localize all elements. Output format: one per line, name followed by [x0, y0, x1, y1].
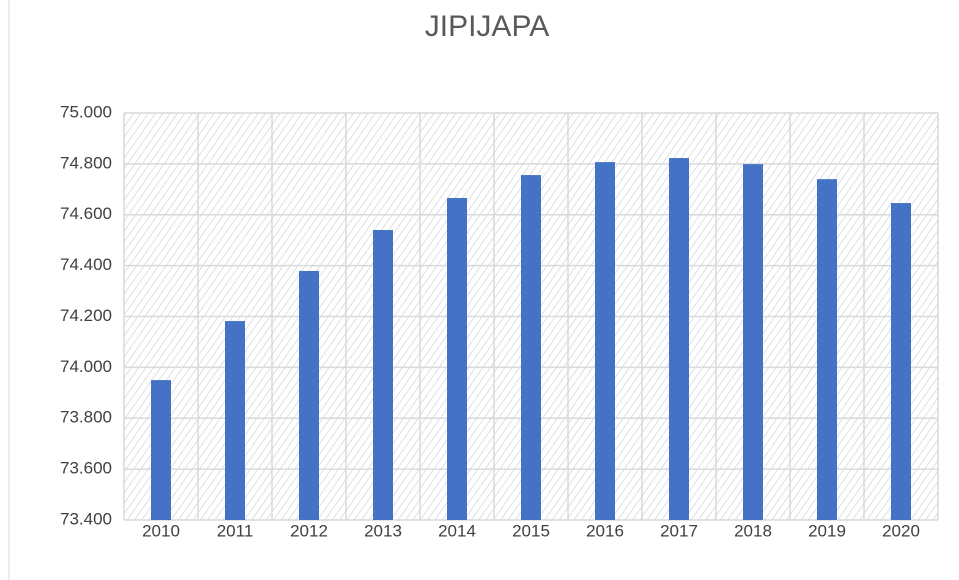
y-tick-label: 73.400	[60, 509, 112, 528]
bar	[817, 179, 837, 520]
x-tick-label: 2014	[438, 521, 476, 540]
x-tick-label: 2017	[660, 521, 698, 540]
bar	[151, 380, 171, 520]
x-tick-label: 2020	[882, 521, 920, 540]
y-tick-label: 74.600	[60, 204, 112, 223]
y-tick-label: 73.600	[60, 459, 112, 478]
y-tick-label: 74.000	[60, 357, 112, 376]
bar	[225, 321, 245, 520]
x-tick-label: 2019	[808, 521, 846, 540]
y-tick-label: 75.000	[60, 102, 112, 121]
bar	[743, 164, 763, 520]
bar	[373, 230, 393, 520]
x-tick-label: 2012	[290, 521, 328, 540]
x-tick-label: 2015	[512, 521, 550, 540]
bar	[669, 158, 689, 521]
bar	[299, 270, 319, 520]
bar	[447, 197, 467, 520]
y-tick-label: 73.800	[60, 408, 112, 427]
bar	[595, 162, 615, 521]
x-tick-label: 2018	[734, 521, 772, 540]
x-tick-label: 2016	[586, 521, 624, 540]
x-tick-label: 2010	[142, 521, 180, 540]
x-tick-label: 2013	[364, 521, 402, 540]
x-tick-label: 2011	[217, 521, 254, 540]
y-tick-label: 74.200	[60, 306, 112, 325]
bar	[891, 203, 911, 520]
chart-title: JIPIJAPA	[425, 10, 549, 43]
y-tick-label: 74.800	[60, 153, 112, 172]
bar	[521, 175, 541, 520]
y-tick-label: 74.400	[60, 255, 112, 274]
